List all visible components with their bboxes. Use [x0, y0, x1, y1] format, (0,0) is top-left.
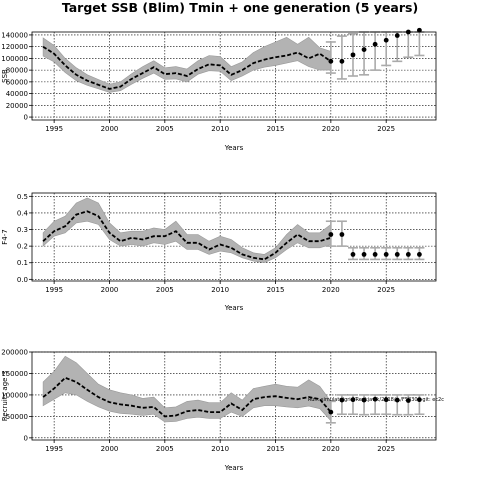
projection-point [361, 252, 367, 257]
y-tick-label: 0 [24, 114, 28, 122]
projection-point [416, 27, 422, 33]
projection-point [372, 252, 378, 257]
x-axis-label: Years [224, 464, 244, 472]
x-tick-label: 2020 [322, 286, 340, 294]
figure-note: Run: simulate/grid/Reykjavik/2018/.../F5… [308, 397, 444, 403]
x-tick-label: 2015 [267, 286, 285, 294]
projection-point [416, 397, 422, 403]
projection-point [350, 52, 356, 58]
x-tick-label: 2020 [322, 445, 340, 453]
historical-ci-band [42, 36, 332, 93]
projection-point [372, 396, 378, 402]
y-tick-label: 100000 [1, 55, 28, 63]
projection-point [372, 41, 378, 47]
x-tick-label: 2025 [377, 125, 395, 133]
x-tick-label: 2005 [156, 286, 174, 294]
projection-point [361, 47, 367, 52]
projection-point [350, 252, 356, 257]
historical-median-line [42, 210, 332, 261]
x-tick-label: 2005 [156, 445, 174, 453]
projection-point [339, 58, 345, 64]
axes-frame [31, 192, 437, 282]
projection-point [328, 409, 334, 415]
panel-2: 1995 2000 2005 2010 2015 2020 2025 0.0 0.1 0.2 0.3… [1, 192, 437, 312]
projection-point [394, 33, 400, 38]
y-tick-label: 0 [24, 434, 28, 442]
y-tick-label: 200000 [1, 349, 28, 357]
x-tick-label: 1995 [45, 125, 63, 133]
y-tick-label: 150000 [1, 370, 28, 378]
y-tick-label: 20000 [6, 102, 28, 110]
historical-median-line [42, 45, 332, 90]
y-axis-label: F4-7 [1, 229, 9, 244]
x-tick-label: 2005 [156, 125, 174, 133]
projection-point [383, 397, 389, 403]
panel-1: 1995 2000 2005 2010 2015 2020 2025 0 20000 40000 6… [1, 27, 437, 152]
x-tick-label: 2015 [267, 125, 285, 133]
x-tick-label: 2010 [211, 286, 229, 294]
y-tick-label: 80000 [6, 67, 28, 75]
y-tick-label: 0.0 [17, 276, 28, 284]
y-tick-label: 0.4 [17, 209, 29, 217]
projection-point [383, 252, 389, 257]
x-tick-label: 2000 [101, 125, 119, 133]
y-tick-label: 0.5 [17, 193, 28, 201]
x-tick-label: 2010 [211, 125, 229, 133]
projection-point [339, 397, 345, 403]
x-axis-label: Years [224, 144, 244, 152]
y-tick-label: 0.2 [17, 243, 28, 251]
y-tick-label: 100000 [1, 391, 28, 399]
x-tick-label: 2025 [377, 445, 395, 453]
projection-point [405, 398, 411, 403]
panel-3: 1995 2000 2005 2010 2015 2020 2025 0 50000 100000… [1, 349, 437, 472]
y-tick-label: 40000 [6, 90, 28, 98]
x-tick-label: 1995 [45, 286, 63, 294]
y-tick-label: 120000 [1, 43, 28, 51]
projection-point [394, 252, 400, 257]
figure-title: Target SSB (Blim) Tmin + one generation … [62, 0, 418, 15]
x-axis-label: Years [224, 304, 244, 312]
x-tick-label: 2025 [377, 286, 395, 294]
projection-point [394, 397, 400, 403]
projection-point [339, 232, 345, 237]
y-axis-label: SSB [1, 69, 9, 83]
projection-point [405, 252, 411, 257]
projection-point [328, 232, 334, 237]
projection-point [328, 58, 334, 64]
x-tick-label: 2015 [267, 445, 285, 453]
x-tick-label: 1995 [45, 445, 63, 453]
y-tick-label: 60000 [6, 78, 28, 86]
x-tick-label: 2010 [211, 445, 229, 453]
projection-point [350, 397, 356, 403]
y-axis-label: Recruits age 3 [1, 371, 9, 421]
y-tick-label: 0.3 [17, 226, 28, 234]
y-tick-label: 0.1 [17, 259, 28, 267]
chart-panels: 1995 2000 2005 2010 2015 2020 2025020000400006… [1, 27, 437, 472]
historical-median-line [42, 376, 332, 418]
historical-ci-band [42, 197, 332, 264]
projection-point [383, 37, 389, 43]
axes-frame [31, 351, 437, 441]
y-tick-label: 50000 [6, 413, 28, 421]
x-tick-label: 2020 [322, 125, 340, 133]
axes-frame [31, 31, 437, 121]
projection-point [416, 252, 422, 257]
x-tick-label: 2000 [101, 445, 119, 453]
y-tick-label: 140000 [1, 31, 28, 39]
x-tick-label: 2000 [101, 286, 119, 294]
projection-point [361, 397, 367, 403]
